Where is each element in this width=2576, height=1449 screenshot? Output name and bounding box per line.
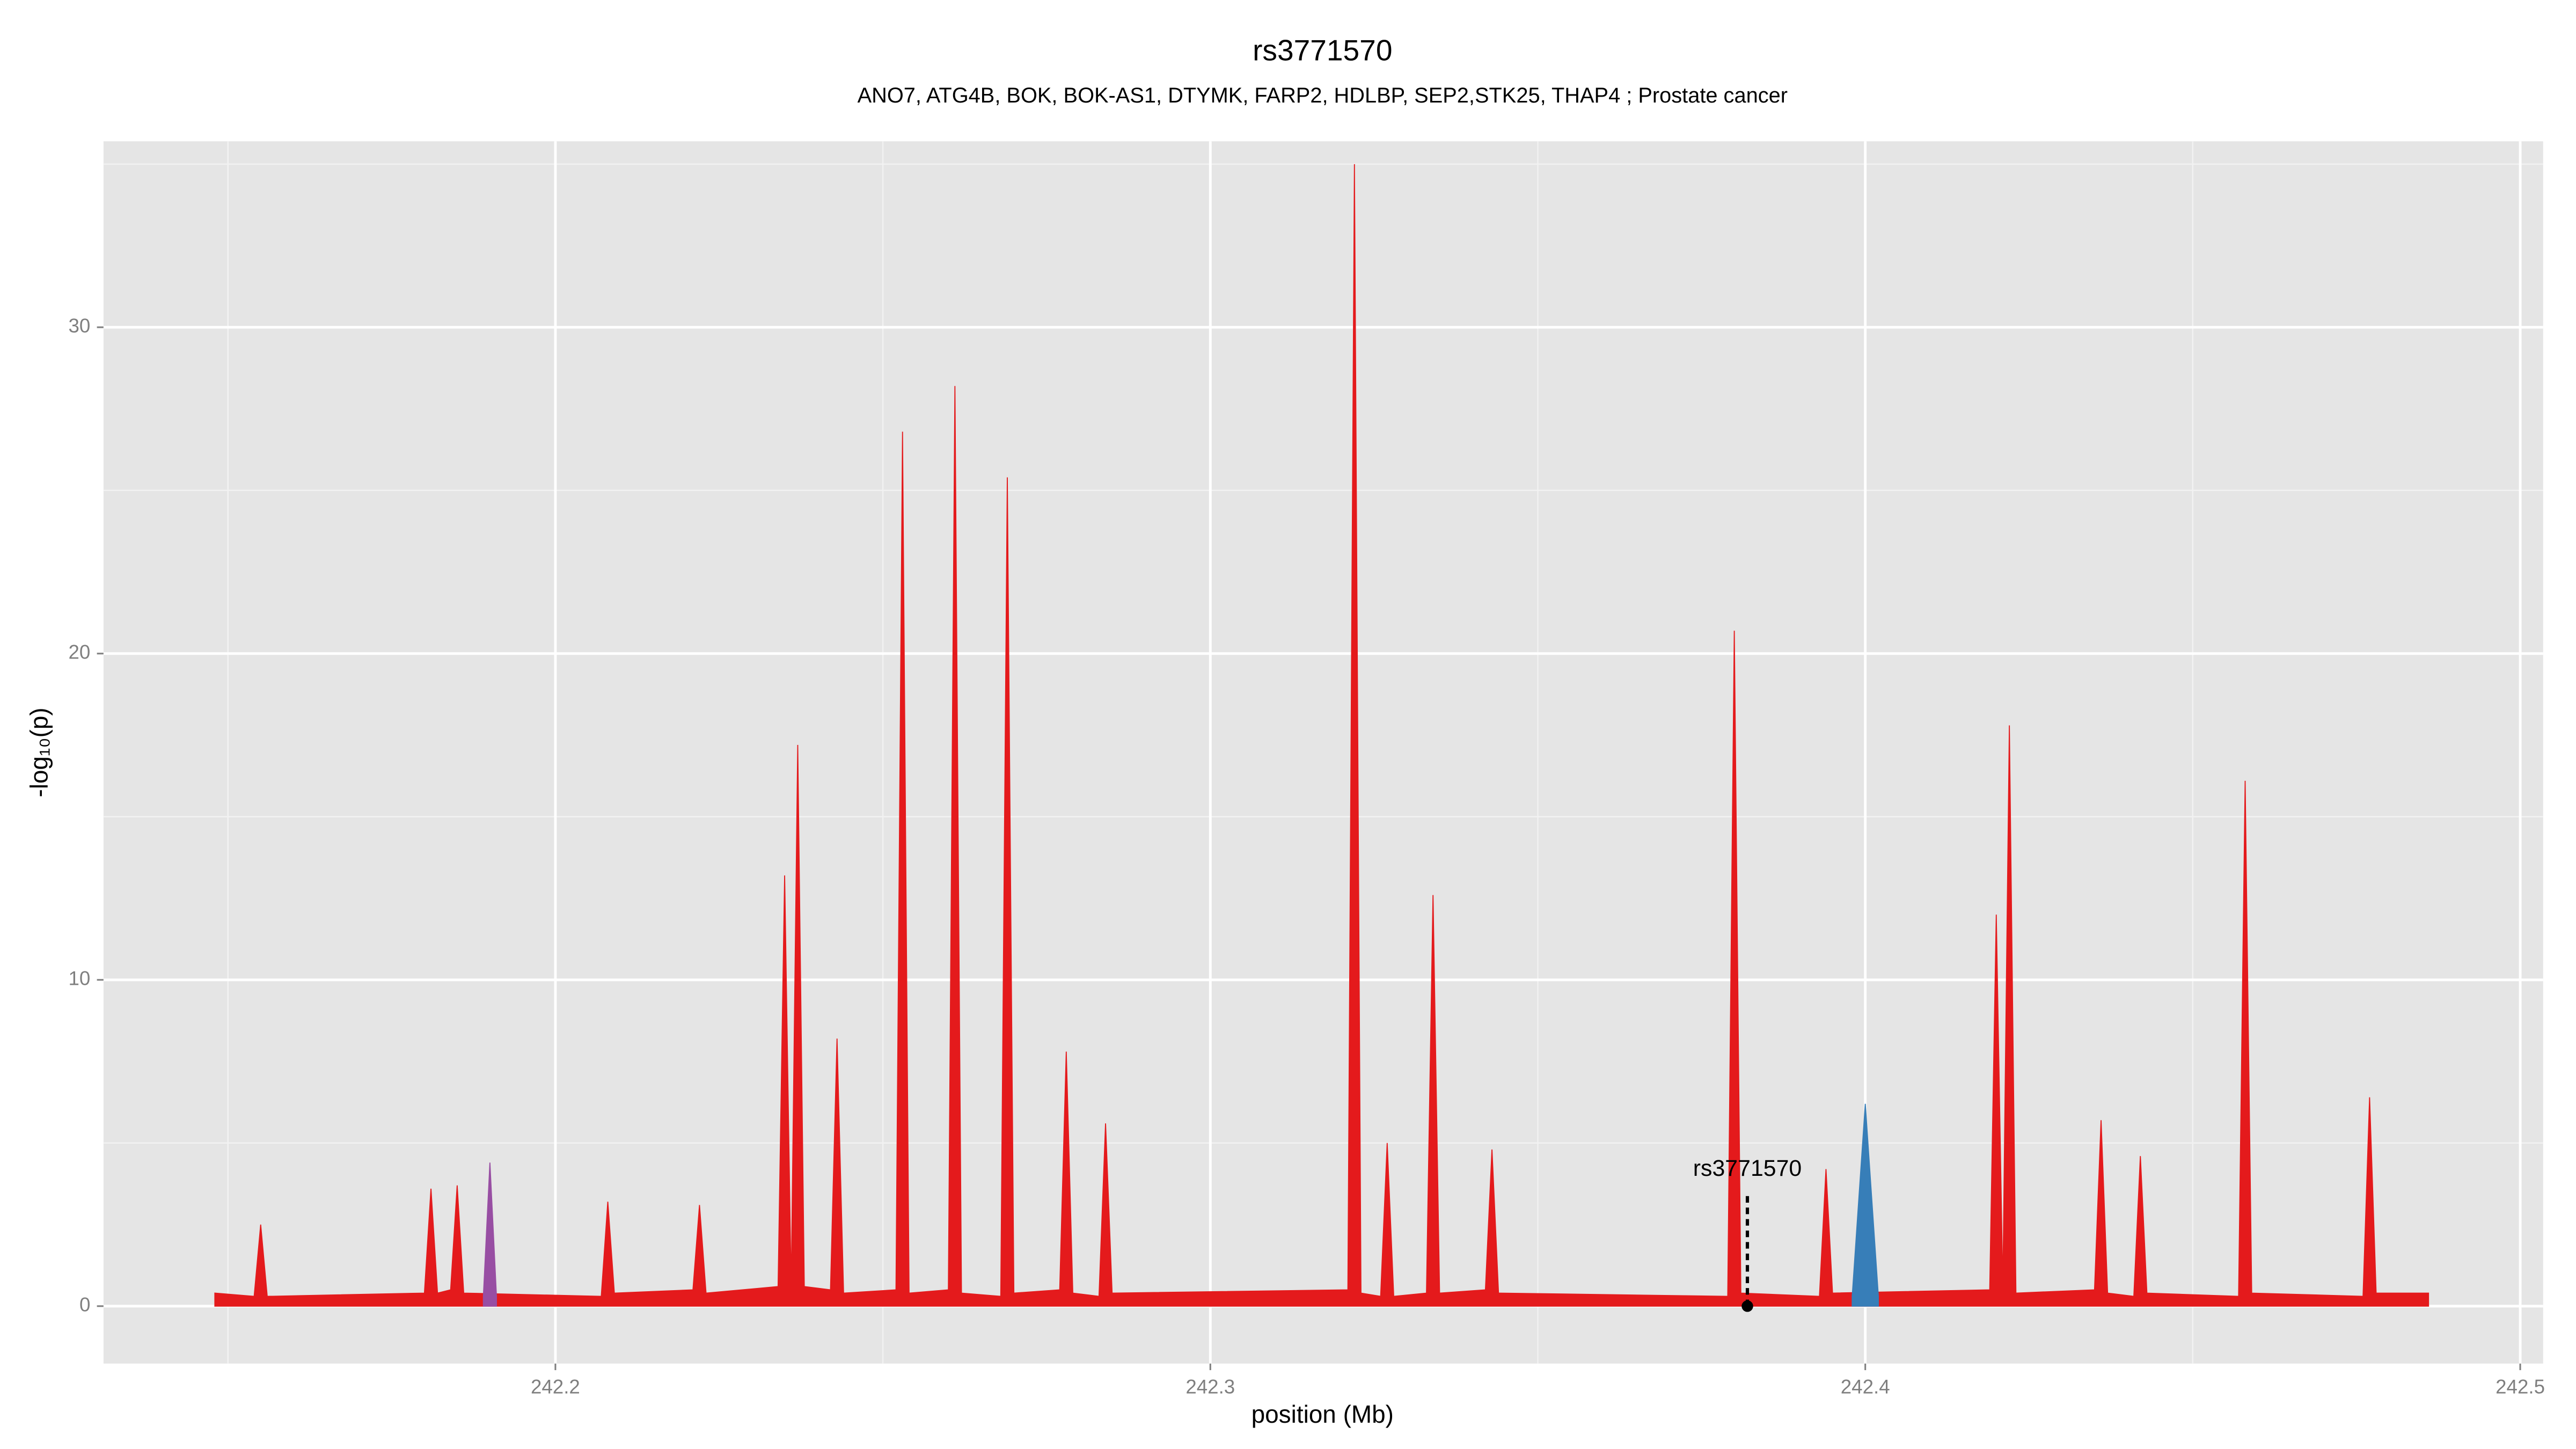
- y-tick-label: 10: [69, 968, 91, 990]
- annotation-point: [1741, 1300, 1753, 1312]
- y-axis-label: -log₁₀(p): [25, 707, 53, 797]
- chart-subtitle: ANO7, ATG4B, BOK, BOK-AS1, DTYMK, FARP2,…: [858, 84, 1788, 107]
- area: [214, 164, 2429, 1307]
- y-tick-label: 30: [69, 315, 91, 337]
- plot-panel: [103, 141, 2543, 1364]
- y-tick-label: 20: [69, 641, 91, 663]
- x-tick-label: 242.4: [1841, 1375, 1890, 1397]
- x-axis-label: position (Mb): [1252, 1400, 1394, 1428]
- y-tick-label: 0: [79, 1294, 90, 1316]
- chart-title: rs3771570: [1253, 34, 1392, 67]
- x-tick-label: 242.3: [1185, 1375, 1235, 1397]
- area: [482, 1162, 497, 1307]
- x-tick-label: 242.5: [2496, 1375, 2545, 1397]
- area: [1851, 1103, 1879, 1307]
- x-tick-label: 242.2: [531, 1375, 580, 1397]
- annotation-label: rs3771570: [1693, 1155, 1802, 1181]
